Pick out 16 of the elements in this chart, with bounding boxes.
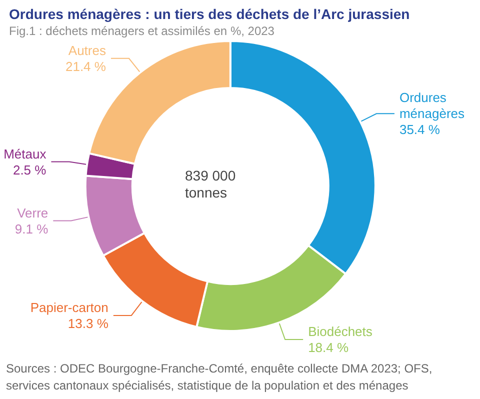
- chart-subtitle: Fig.1 : déchets ménagers et assimilés en %, 2023: [9, 24, 275, 38]
- slice-label: Verre: [17, 205, 48, 220]
- slice-label: Papier-carton: [30, 300, 108, 315]
- source-note: Sources : ODEC Bourgogne-Franche-Comté, enquête collecte DMA 2023; OFS, services cantonaux spécialisés, statistique de la population et des ménages: [6, 362, 436, 392]
- slice-label: Ordures ménagères: [399, 90, 466, 122]
- data-label: 35.4 %: [399, 122, 440, 138]
- slice-label: Autres: [68, 42, 106, 58]
- data-label: 13.3 %: [68, 316, 109, 331]
- text: 839 000 tonnes: [185, 168, 240, 200]
- data-label: 9.1 %: [14, 221, 49, 236]
- data-label: 21.4 %: [65, 58, 106, 74]
- data-label: 18.4 %: [308, 340, 349, 356]
- slice-label: Métaux: [4, 146, 47, 162]
- slice-label: Biodéchets: [308, 324, 373, 340]
- data-label: 2.5 %: [12, 162, 47, 178]
- chart-title: Ordures ménagères : un tiers des déchets de l’Arc jurassien: [9, 6, 410, 22]
